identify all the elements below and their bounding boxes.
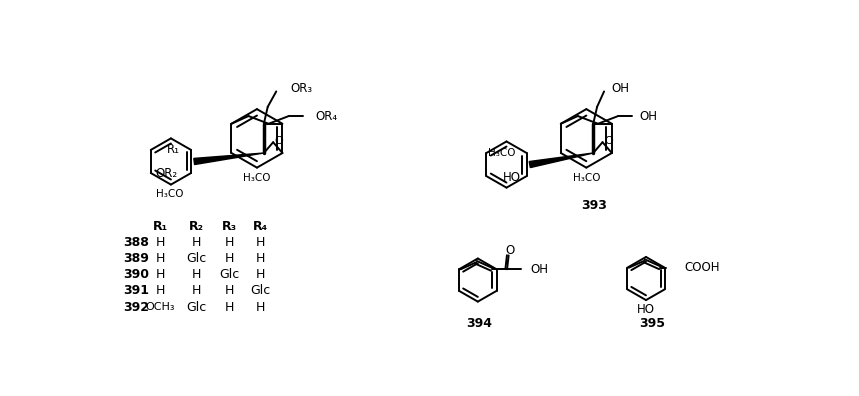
Text: H: H — [225, 252, 235, 265]
Text: H: H — [192, 284, 201, 297]
Polygon shape — [194, 153, 264, 164]
Text: H: H — [256, 236, 265, 249]
Text: H: H — [192, 236, 201, 249]
Text: H: H — [192, 268, 201, 281]
Text: OR₂: OR₂ — [155, 167, 177, 179]
Text: Glc: Glc — [220, 268, 240, 281]
Text: O: O — [275, 137, 283, 147]
Text: R₂: R₂ — [189, 220, 204, 233]
Text: OR₃: OR₃ — [290, 82, 313, 95]
Text: COOH: COOH — [685, 261, 720, 274]
Text: H₃CO: H₃CO — [573, 173, 600, 183]
Text: 395: 395 — [639, 317, 665, 330]
Text: 389: 389 — [123, 252, 149, 265]
Text: R₁: R₁ — [153, 220, 168, 233]
Text: H: H — [256, 301, 265, 314]
Text: 394: 394 — [466, 317, 492, 330]
Text: H: H — [155, 236, 165, 249]
Text: 393: 393 — [582, 199, 607, 212]
Text: O: O — [506, 244, 515, 257]
Text: H: H — [225, 284, 235, 297]
Text: 388: 388 — [123, 236, 149, 249]
Text: Glc: Glc — [186, 252, 207, 265]
Text: OCH₃: OCH₃ — [145, 302, 175, 312]
Text: H: H — [155, 268, 165, 281]
Text: H: H — [256, 252, 265, 265]
Text: OH: OH — [640, 110, 658, 122]
Text: R₁: R₁ — [168, 143, 180, 156]
Text: H: H — [155, 252, 165, 265]
Text: 390: 390 — [123, 268, 149, 281]
Text: HO: HO — [503, 171, 521, 184]
Text: H: H — [155, 284, 165, 297]
Text: O: O — [604, 137, 612, 147]
Text: R₄: R₄ — [253, 220, 268, 233]
Text: H₃CO: H₃CO — [488, 148, 515, 158]
Text: 392: 392 — [123, 301, 149, 314]
Text: H: H — [256, 268, 265, 281]
Text: H₃CO: H₃CO — [243, 173, 271, 183]
Text: HO: HO — [637, 303, 655, 316]
Polygon shape — [529, 153, 594, 168]
Text: Glc: Glc — [251, 284, 271, 297]
Text: Glc: Glc — [186, 301, 207, 314]
Text: H: H — [225, 236, 235, 249]
Text: OR₄: OR₄ — [315, 110, 338, 122]
Text: 391: 391 — [123, 284, 149, 297]
Text: H: H — [225, 301, 235, 314]
Text: OH: OH — [612, 82, 630, 95]
Text: R₃: R₃ — [222, 220, 237, 233]
Text: H₃CO: H₃CO — [155, 189, 183, 199]
Text: OH: OH — [530, 263, 548, 276]
